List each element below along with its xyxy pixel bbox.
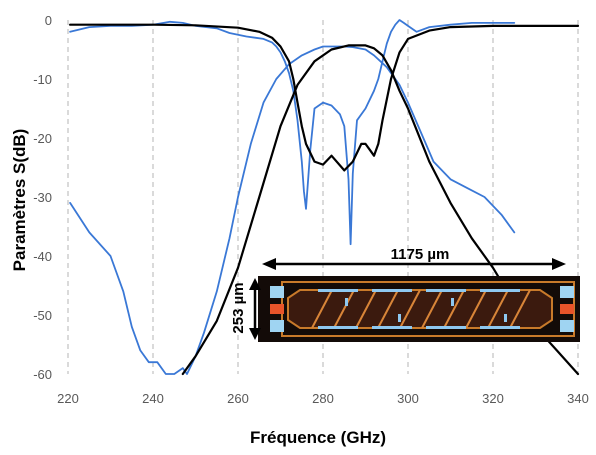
x-tick-label: 280	[312, 391, 334, 406]
y-tick-label: -30	[33, 190, 52, 205]
x-tick-labels: 220 240 260 280 300 320 340	[57, 391, 589, 406]
height-dimension: 253 µm	[230, 278, 261, 340]
height-label: 253 µm	[230, 282, 247, 333]
width-label: 1175 µm	[391, 246, 450, 263]
series-line-1	[69, 19, 516, 246]
x-axis-label: Fréquence (GHz)	[250, 428, 386, 447]
resonator-vias	[318, 289, 520, 329]
x-tick-label: 260	[227, 391, 249, 406]
filter-layout-inset	[258, 276, 580, 342]
y-tick-label: 0	[45, 13, 52, 28]
x-tick-label: 220	[57, 391, 79, 406]
x-tick-label: 320	[482, 391, 504, 406]
series-line-4	[181, 44, 580, 376]
x-tick-label: 240	[142, 391, 164, 406]
series-line-3	[68, 23, 580, 172]
y-tick-label: -50	[33, 308, 52, 323]
series-line-2	[69, 45, 516, 375]
y-tick-label: -10	[33, 72, 52, 87]
y-tick-label: -40	[33, 249, 52, 264]
plot-area	[68, 19, 580, 376]
y-axis-label: Paramètres S(dB)	[10, 129, 29, 272]
x-tick-label: 340	[567, 391, 589, 406]
width-dimension: 1175 µm	[262, 246, 566, 270]
x-tick-label: 300	[397, 391, 419, 406]
probe-pads	[270, 286, 574, 332]
grid-lines	[67, 20, 579, 374]
y-tick-label: -20	[33, 131, 52, 146]
y-tick-labels: 0 -10 -20 -30 -40 -50 -60	[33, 13, 52, 382]
resonator-body	[287, 289, 553, 329]
y-tick-label: -60	[33, 367, 52, 382]
resonator-hatching	[311, 289, 531, 329]
